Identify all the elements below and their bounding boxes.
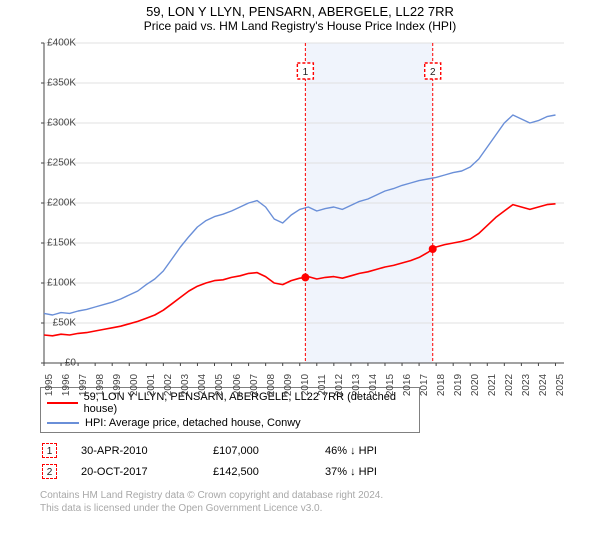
legend-swatch	[47, 402, 78, 404]
x-axis-label: 2005	[214, 374, 225, 396]
x-axis-label: 1997	[78, 374, 89, 396]
y-axis-label: £50K	[53, 318, 76, 329]
legend-item: HPI: Average price, detached house, Conw…	[43, 416, 417, 430]
sale-marker-cell: 2	[42, 462, 79, 481]
sale-date: 20-OCT-2017	[81, 462, 211, 481]
footer-text: Contains HM Land Registry data © Crown c…	[40, 489, 600, 515]
chart-subtitle: Price paid vs. HM Land Registry's House …	[0, 19, 600, 39]
legend-label: HPI: Average price, detached house, Conw…	[85, 417, 301, 429]
x-axis-label: 1999	[112, 374, 123, 396]
x-axis-label: 2021	[487, 374, 498, 396]
x-axis-label: 2013	[351, 374, 362, 396]
x-axis-label: 2011	[317, 374, 328, 396]
x-axis-label: 2012	[334, 374, 345, 396]
sale-price: £107,000	[213, 441, 323, 460]
x-axis-label: 2001	[146, 374, 157, 396]
x-axis-label: 2010	[300, 374, 311, 396]
x-axis-label: 2018	[436, 374, 447, 396]
sale-date: 30-APR-2010	[81, 441, 211, 460]
x-axis-label: 1996	[61, 374, 72, 396]
sale-marker-box: 1	[42, 443, 57, 458]
sales-table: 1 30-APR-2010£107,00046% ↓ HPI 2 20-OCT-201…	[40, 439, 427, 483]
x-axis-label: 2016	[402, 374, 413, 396]
x-axis-label: 2024	[538, 374, 549, 396]
y-axis-label: £350K	[47, 78, 76, 89]
x-axis-label: 2015	[385, 374, 396, 396]
x-axis-label: 2002	[163, 374, 174, 396]
x-axis-label: 2017	[419, 374, 430, 396]
y-axis-label: £150K	[47, 238, 76, 249]
sale-delta: 37% ↓ HPI	[325, 462, 425, 481]
y-axis-label: £400K	[47, 38, 76, 49]
footer-line-2: This data is licensed under the Open Gov…	[40, 502, 600, 515]
x-axis-label: 2003	[180, 374, 191, 396]
sale-delta: 46% ↓ HPI	[325, 441, 425, 460]
y-axis-label: £0	[65, 358, 76, 369]
x-axis-label: 2000	[129, 374, 140, 396]
x-axis-label: 2025	[555, 374, 566, 396]
x-axis-label: 2020	[470, 374, 481, 396]
x-axis-label: 2008	[266, 374, 277, 396]
svg-text:2: 2	[430, 67, 436, 78]
footer-line-1: Contains HM Land Registry data © Crown c…	[40, 489, 600, 502]
sale-price: £142,500	[213, 462, 323, 481]
x-axis-label: 2023	[521, 374, 532, 396]
chart-svg: 12	[40, 39, 600, 379]
y-axis-label: £300K	[47, 118, 76, 129]
x-axis-label: 2022	[504, 374, 515, 396]
y-axis-label: £200K	[47, 198, 76, 209]
sale-marker-cell: 1	[42, 441, 79, 460]
x-axis-label: 2007	[249, 374, 260, 396]
x-axis-label: 1998	[95, 374, 106, 396]
x-axis-label: 2004	[197, 374, 208, 396]
y-axis-label: £100K	[47, 278, 76, 289]
sale-row: 1 30-APR-2010£107,00046% ↓ HPI	[42, 441, 425, 460]
plot-area: 12 £0£50K£100K£150K£200K£250K£300K£350K£…	[40, 39, 600, 379]
chart-title: 59, LON Y LLYN, PENSARN, ABERGELE, LL22 …	[0, 0, 600, 19]
sale-row: 2 20-OCT-2017£142,50037% ↓ HPI	[42, 462, 425, 481]
sale-marker-box: 2	[42, 464, 57, 479]
x-axis-label: 1995	[44, 374, 55, 396]
x-axis-label: 2019	[453, 374, 464, 396]
legend-swatch	[47, 422, 79, 424]
svg-text:1: 1	[303, 67, 309, 78]
x-axis-label: 2006	[232, 374, 243, 396]
x-axis-label: 2014	[368, 374, 379, 396]
y-axis-label: £250K	[47, 158, 76, 169]
x-axis-label: 2009	[283, 374, 294, 396]
